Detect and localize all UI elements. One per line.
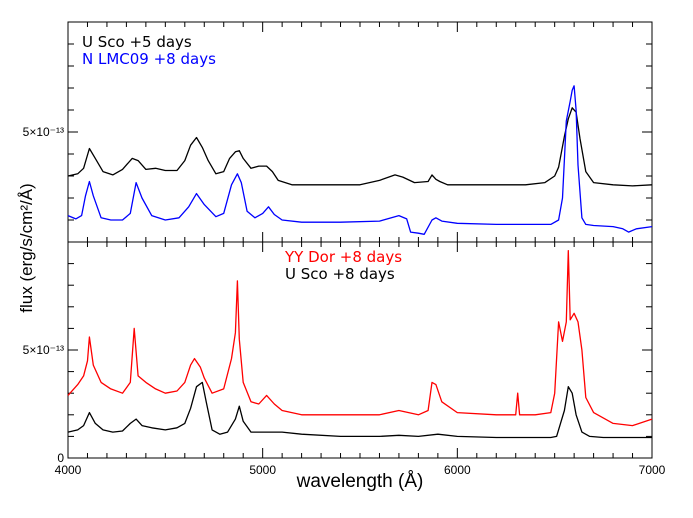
x-axis-label: wavelength (Å): [296, 471, 424, 492]
x-tick-label: 5000: [249, 463, 276, 477]
legend-label-yy-dor: YY Dor +8 days: [284, 248, 402, 266]
bottom-series-lines: [67, 249, 653, 439]
series-line-top-0: [67, 107, 653, 187]
top-panel: 5×10⁻¹³ U Sco +5 days N LMC09 +8 days: [23, 21, 653, 243]
top-y-ticks: 5×10⁻¹³: [23, 43, 652, 221]
x-axis: 4000 5000 6000 7000: [55, 22, 666, 477]
y-axis-label: flux (erg/s/cm²/Å): [17, 183, 36, 312]
legend-label-u-sco-8: U Sco +8 days: [285, 265, 395, 283]
x-tick-label: 7000: [639, 463, 666, 477]
bottom-y-ticks: 0 5×10⁻¹³: [23, 263, 652, 465]
y-tick-label: 0: [57, 451, 64, 465]
legend-label-u-sco-5: U Sco +5 days: [82, 33, 192, 51]
series-line-top-1: [67, 85, 653, 235]
top-series-lines: [67, 85, 653, 235]
legend-label-n-lmc09: N LMC09 +8 days: [82, 50, 216, 68]
series-line-bottom-1: [67, 381, 652, 439]
x-tick-label: 6000: [444, 463, 471, 477]
series-line-bottom-0: [67, 249, 653, 427]
y-tick-label: 5×10⁻¹³: [23, 343, 64, 357]
bottom-panel: 0 5×10⁻¹³ YY Dor +8 days U Sco +8 days: [23, 241, 653, 465]
x-tick-label: 4000: [55, 463, 82, 477]
y-tick-label: 5×10⁻¹³: [23, 125, 64, 139]
